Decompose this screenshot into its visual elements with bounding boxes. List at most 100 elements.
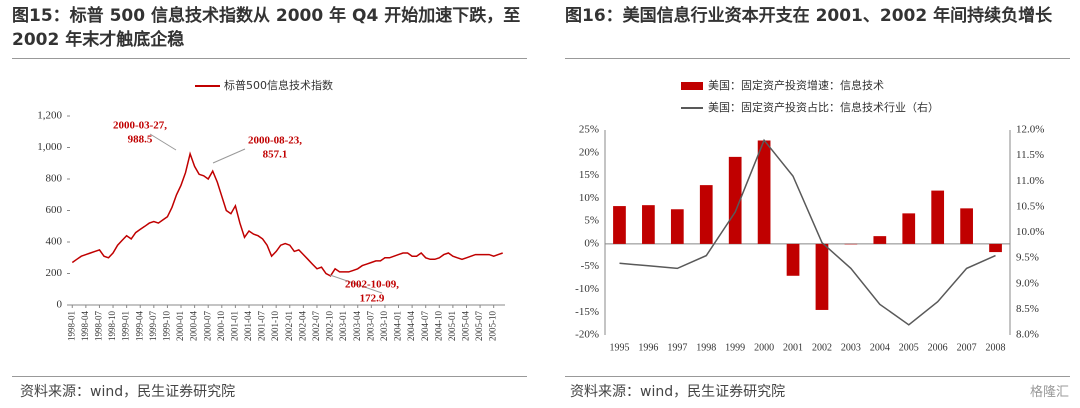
y2-tick-label: 9.5% [1016, 252, 1039, 264]
series-line [71, 151, 503, 277]
bar [670, 209, 684, 244]
x-tick-label: 2002 [812, 342, 832, 353]
x-tick-label: 2004-01 [393, 311, 403, 341]
x-tick-label: 1999-01 [121, 311, 131, 341]
y-tick-label: 15% [579, 169, 599, 181]
x-tick-label: 2003-04 [352, 311, 362, 341]
y-tick-label: 800 [46, 173, 63, 185]
separator [565, 58, 1070, 59]
annotation: 988.5 [128, 134, 153, 146]
x-tick-label: 1995 [609, 342, 629, 353]
y-tick-label: 0 [57, 299, 63, 311]
x-tick-label: 2003-10 [379, 311, 389, 341]
legend-swatch [681, 82, 703, 90]
separator [12, 58, 527, 59]
x-tick-label: 2004-04 [406, 311, 416, 341]
x-tick-label: 1999-04 [134, 311, 144, 341]
x-tick-label: 1998 [696, 342, 716, 353]
y-tick-label: -10% [575, 283, 599, 295]
separator [565, 376, 1070, 377]
bar [699, 185, 713, 244]
x-tick-label: 1996 [638, 342, 658, 353]
y-tick-label: 200 [46, 267, 63, 279]
bar [757, 140, 771, 244]
x-tick-label: 2008 [986, 342, 1006, 353]
x-tick-label: 2002-07 [311, 311, 321, 341]
y2-tick-label: 9.0% [1016, 277, 1039, 289]
x-tick-label: 2004-07 [420, 311, 430, 341]
leader [149, 133, 177, 151]
y-tick-label: -15% [575, 306, 599, 318]
x-tick-label: 2006 [928, 342, 948, 353]
y-tick-label: 400 [46, 236, 63, 248]
y2-tick-label: 12.0% [1016, 124, 1044, 136]
x-tick-label: 2002-01 [284, 311, 294, 341]
y2-tick-label: 8.0% [1016, 329, 1039, 341]
legend-label: 标普500信息技术指数 [224, 78, 333, 92]
bar [613, 206, 626, 244]
bar [989, 243, 1002, 253]
x-tick-label: 2002-10 [325, 311, 335, 341]
bar [960, 208, 973, 244]
x-tick-label: 1999-07 [148, 311, 158, 341]
source: 资料来源：wind，民生证券研究院 [20, 384, 236, 400]
bar [902, 213, 916, 244]
y-tick-label: -20% [575, 329, 599, 341]
x-tick-label: 2005-10 [488, 311, 498, 341]
legend-label: 美国：固定资产投资增速：信息技术 [708, 78, 884, 92]
x-tick-label: 2004 [870, 342, 890, 353]
legend-label: 美国：固定资产投资占比：信息技术行业（右） [708, 100, 939, 114]
annotation: 2000-03-27, [113, 120, 167, 132]
chart-title: 图15：标普 500 信息技术指数从 2000 年 Q4 开始加速下跌，至 20… [12, 6, 521, 50]
series-line [619, 138, 996, 326]
y2-tick-label: 10.0% [1016, 226, 1044, 238]
annotation: 172.9 [360, 293, 385, 305]
x-tick-label: 2001-07 [257, 311, 267, 341]
y2-tick-label: 8.5% [1016, 303, 1039, 315]
x-tick-label: 1999 [725, 342, 745, 353]
x-tick-label: 1998-07 [94, 311, 104, 341]
x-tick-label: 2000-10 [216, 311, 226, 341]
x-tick-label: 2005-01 [447, 311, 457, 341]
y-tick-label: 25% [579, 124, 599, 136]
leader [212, 148, 246, 164]
y-tick-label: 1,200 [37, 110, 62, 122]
x-tick-label: 2001-01 [229, 311, 239, 341]
leader [329, 274, 383, 294]
x-tick-label: 1999-10 [161, 311, 171, 341]
x-tick-label: 2001 [783, 342, 803, 353]
bar [815, 243, 829, 310]
annotation: 2002-10-09, [345, 279, 399, 291]
x-tick-label: 2001-04 [243, 311, 253, 341]
separator [12, 376, 527, 377]
y-tick-label: 1,000 [37, 141, 62, 153]
x-tick-label: 1998-01 [66, 311, 76, 341]
x-tick-label: 2002-04 [297, 311, 307, 341]
x-tick-label: 2005-07 [474, 311, 484, 341]
x-tick-label: 1997 [667, 342, 687, 353]
x-tick-label: 2003-01 [338, 311, 348, 341]
x-tick-label: 2000 [754, 342, 774, 353]
y-tick-label: 600 [46, 204, 63, 216]
y-tick-label: 10% [579, 192, 599, 204]
y-tick-label: -5% [581, 260, 599, 272]
x-tick-label: 2003-07 [365, 311, 375, 341]
y2-tick-label: 11.0% [1016, 175, 1044, 187]
annotation: 2000-08-23, [248, 135, 302, 147]
x-tick-label: 1998-04 [80, 311, 90, 341]
chart-title: 图16：美国信息行业资本开支在 2001、2002 年间持续负增长 [565, 6, 1053, 26]
y-tick-label: 0% [584, 237, 599, 249]
x-tick-label: 2007 [957, 342, 977, 353]
x-tick-label: 2004-10 [433, 311, 443, 341]
annotation: 857.1 [263, 149, 288, 161]
x-tick-label: 1998-10 [107, 311, 117, 341]
x-tick-label: 2005 [899, 342, 919, 353]
bar [873, 236, 887, 244]
x-tick-label: 2000-04 [189, 311, 199, 341]
x-tick-label: 2001-10 [270, 311, 280, 341]
bar [728, 156, 742, 244]
y2-tick-label: 11.5% [1016, 149, 1044, 161]
x-tick-label: 2000-01 [175, 311, 185, 341]
y-tick-label: 5% [584, 215, 599, 227]
